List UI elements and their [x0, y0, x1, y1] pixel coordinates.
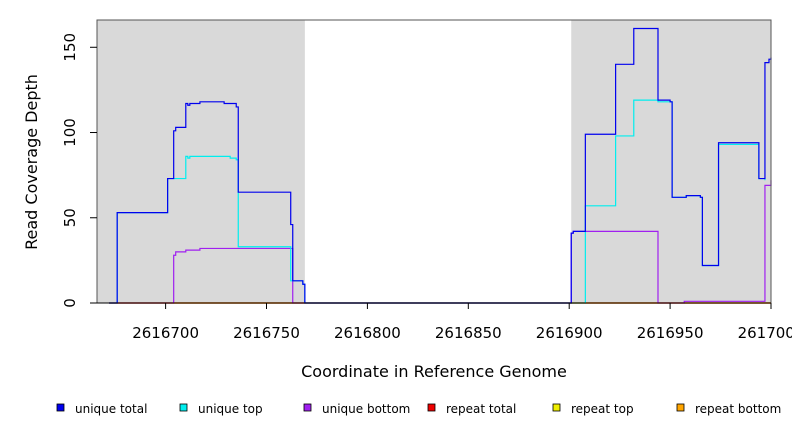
legend-swatch-unique-bottom — [303, 403, 312, 412]
y-tick-label: 100 — [61, 118, 79, 147]
legend-label-unique-top: unique top — [198, 402, 263, 416]
legend-swatch-repeat-bottom — [676, 403, 685, 412]
shaded-region-0 — [97, 20, 305, 303]
legend-label-unique-total: unique total — [75, 402, 147, 416]
x-tick-label: 2616750 — [233, 324, 300, 342]
y-tick-label: 0 — [61, 298, 79, 308]
legend-label-repeat-top: repeat top — [571, 402, 634, 416]
legend-swatch-repeat-total — [427, 403, 436, 412]
y-tick-label: 150 — [61, 33, 79, 62]
shaded-regions — [97, 20, 771, 303]
legend-swatch-unique-top — [179, 403, 188, 412]
y-axis-title: Read Coverage Depth — [22, 74, 41, 250]
x-tick-label: 2616850 — [435, 324, 502, 342]
y-axis: 0 50 100 150 — [61, 33, 97, 308]
y-tick-label: 50 — [61, 208, 79, 227]
legend-swatch-unique-total — [56, 403, 65, 412]
x-tick-label: 2616800 — [334, 324, 401, 342]
legend-label-repeat-bottom: repeat bottom — [695, 402, 781, 416]
x-axis: 2616700 2616750 2616800 2616850 2616900 26169… — [97, 302, 792, 342]
legend: unique total unique top unique bottom repea… — [56, 402, 781, 416]
legend-swatch-repeat-top — [552, 403, 561, 412]
legend-label-unique-bottom: unique bottom — [322, 402, 410, 416]
shaded-region-1 — [571, 20, 771, 303]
x-axis-title: Coordinate in Reference Genome — [301, 362, 567, 381]
x-tick-label: 2616700 — [132, 324, 199, 342]
legend-label-repeat-total: repeat total — [446, 402, 516, 416]
x-tick-label: 2616950 — [637, 324, 704, 342]
x-tick-label: 2616900 — [536, 324, 603, 342]
